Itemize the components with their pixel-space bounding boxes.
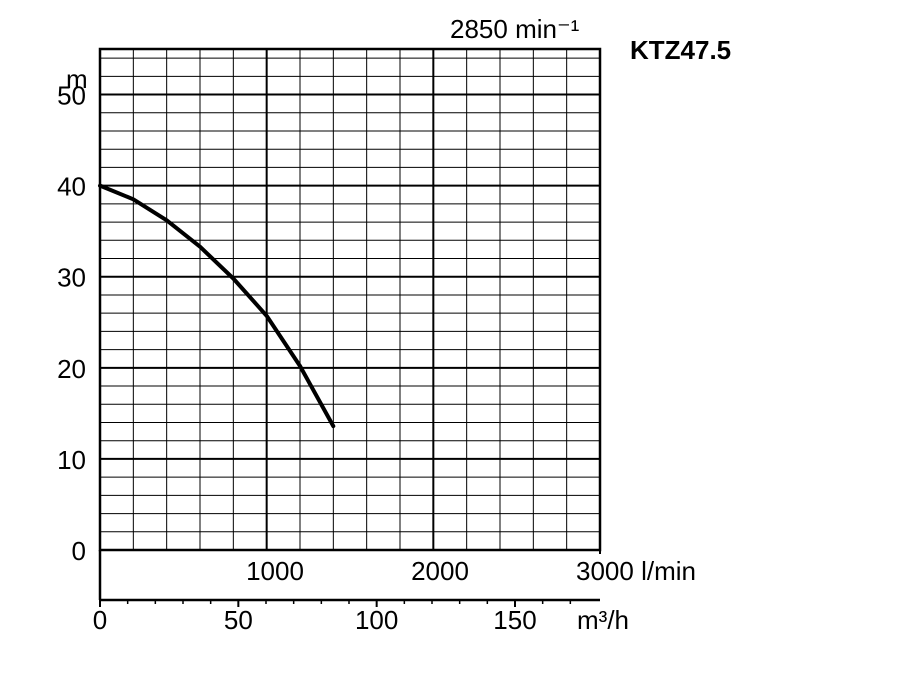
y-tick-label: 30 <box>57 263 86 293</box>
y-tick-label: 20 <box>57 354 86 384</box>
x-lpm-tick-label: 1000 <box>246 556 304 586</box>
x-m3h-tick-label: 50 <box>224 605 253 635</box>
x-lpm-tick-label: 2000 <box>411 556 469 586</box>
x-m3h-tick-label: 150 <box>493 605 536 635</box>
chart-frame <box>98 47 602 607</box>
series-line-head <box>98 183 336 429</box>
grid-major <box>100 49 600 550</box>
y-axis-unit: m <box>66 64 88 94</box>
x-lpm-tick-labels: 1000 2000 3000 l/min <box>246 556 696 586</box>
plot-border <box>98 47 602 552</box>
y-tick-label: 40 <box>57 172 86 202</box>
x-m3h-unit: m³/h <box>577 605 629 635</box>
y-tick-label: 0 <box>72 536 86 566</box>
speed-subtitle: 2850 min⁻¹ <box>450 14 580 44</box>
x-lpm-tick-label: 3000 l/min <box>576 556 696 586</box>
series-layer <box>98 183 336 429</box>
grid-minor <box>100 49 600 550</box>
y-tick-label: 50 <box>57 81 86 111</box>
x-m3h-tick-labels: 0 50 100 150 <box>93 605 537 635</box>
y-tick-label: 10 <box>57 445 86 475</box>
x-m3h-tick-label: 0 <box>93 605 107 635</box>
model-title: KTZ47.5 <box>630 35 731 65</box>
y-tick-labels: 0 10 20 30 40 50 <box>57 81 86 566</box>
x-m3h-tick-label: 100 <box>355 605 398 635</box>
